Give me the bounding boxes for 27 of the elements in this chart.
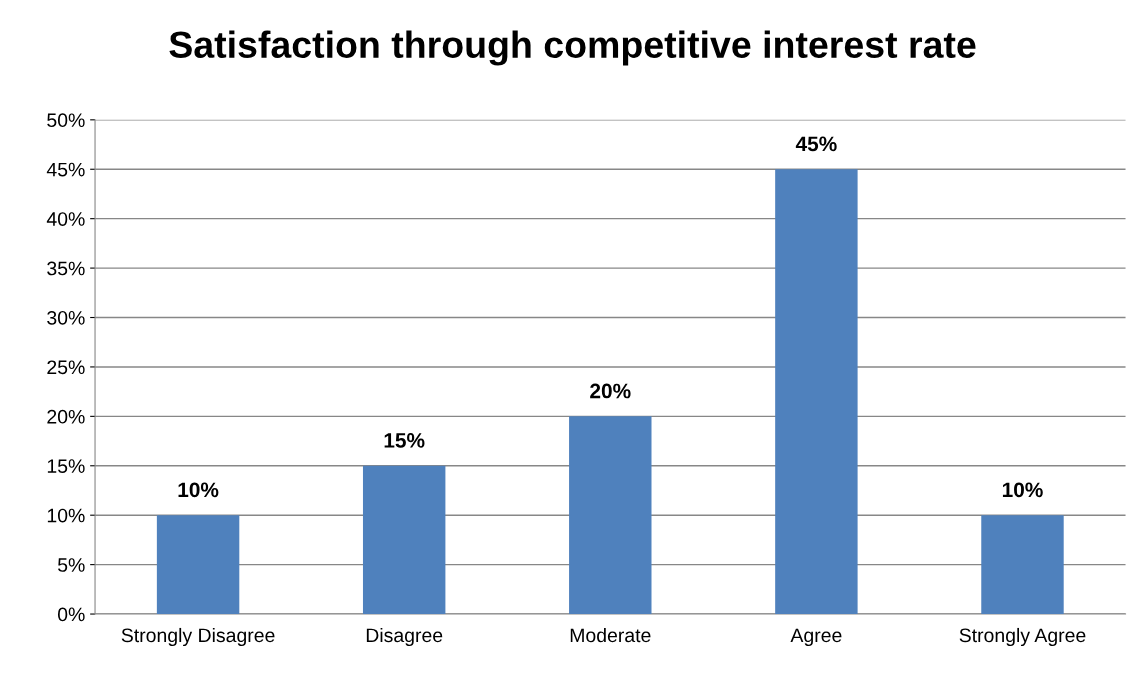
data-label: 10% <box>178 482 219 498</box>
bar <box>981 515 1064 615</box>
y-tick-label: 50% <box>47 113 85 128</box>
y-tick-label: 45% <box>46 162 85 177</box>
data-label: 45% <box>795 136 837 152</box>
data-label: 15% <box>384 433 425 448</box>
y-tick-label: 15% <box>47 459 85 474</box>
y-tick-label: 10% <box>47 508 85 523</box>
data-label: 20% <box>590 383 631 399</box>
y-tick-label: 30% <box>47 310 85 325</box>
data-label: 10% <box>1002 482 1043 498</box>
y-tick-label: 35% <box>47 261 85 276</box>
y-tick-label: 40% <box>46 212 85 226</box>
x-tick-label: Strongly Disagree <box>121 627 275 647</box>
x-tick-label: Disagree <box>366 627 443 647</box>
y-tick-label: 25% <box>47 360 85 375</box>
y-tick-label: 0% <box>57 607 85 622</box>
bar <box>775 169 858 615</box>
y-tick-label: 20% <box>47 409 85 424</box>
bar <box>569 416 652 615</box>
x-tick-label: Agree <box>790 628 842 647</box>
bar <box>156 515 240 615</box>
x-tick-label: Moderate <box>570 627 651 643</box>
x-tick-label: Strongly Agree <box>959 627 1086 647</box>
y-tick-label: 5% <box>57 558 85 572</box>
bar <box>362 465 446 615</box>
chart-title: Satisfaction through competitive interest rate <box>169 30 976 66</box>
